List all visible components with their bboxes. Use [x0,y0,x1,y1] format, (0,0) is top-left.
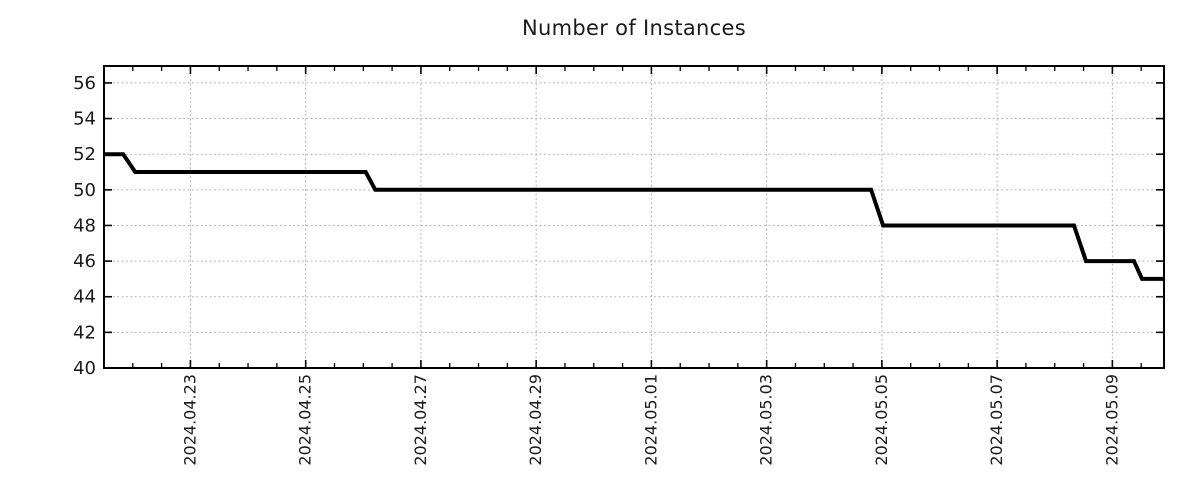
y-tick-label: 48 [73,215,96,236]
y-tick-label: 46 [73,251,96,272]
x-tick-label: 2024.05.09 [1102,374,1121,466]
y-tick-label: 42 [73,322,96,343]
y-tick-label: 40 [73,358,96,379]
x-tick-label: 2024.04.29 [526,374,545,466]
y-tick-label: 54 [73,109,96,130]
x-tick-label: 2024.05.01 [641,374,660,466]
y-tick-label: 52 [73,144,96,165]
x-tick-label: 2024.05.07 [987,374,1006,466]
y-tick-label: 50 [73,180,96,201]
x-tick-label: 2024.04.25 [296,374,315,466]
x-tick-label: 2024.04.23 [180,374,199,466]
y-tick-label: 56 [73,73,96,94]
x-tick-label: 2024.04.27 [411,374,430,466]
x-tick-label: 2024.05.03 [757,374,776,466]
series-line-instances [104,152,1164,281]
plot-border [103,65,1165,369]
chart-title: Number of Instances [522,16,746,40]
y-tick-label: 44 [73,287,96,308]
x-tick-label: 2024.05.05 [872,374,891,466]
